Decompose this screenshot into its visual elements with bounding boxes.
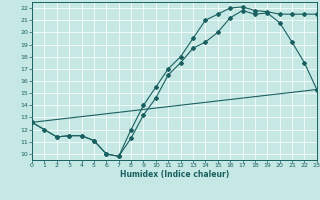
X-axis label: Humidex (Indice chaleur): Humidex (Indice chaleur) bbox=[120, 170, 229, 179]
